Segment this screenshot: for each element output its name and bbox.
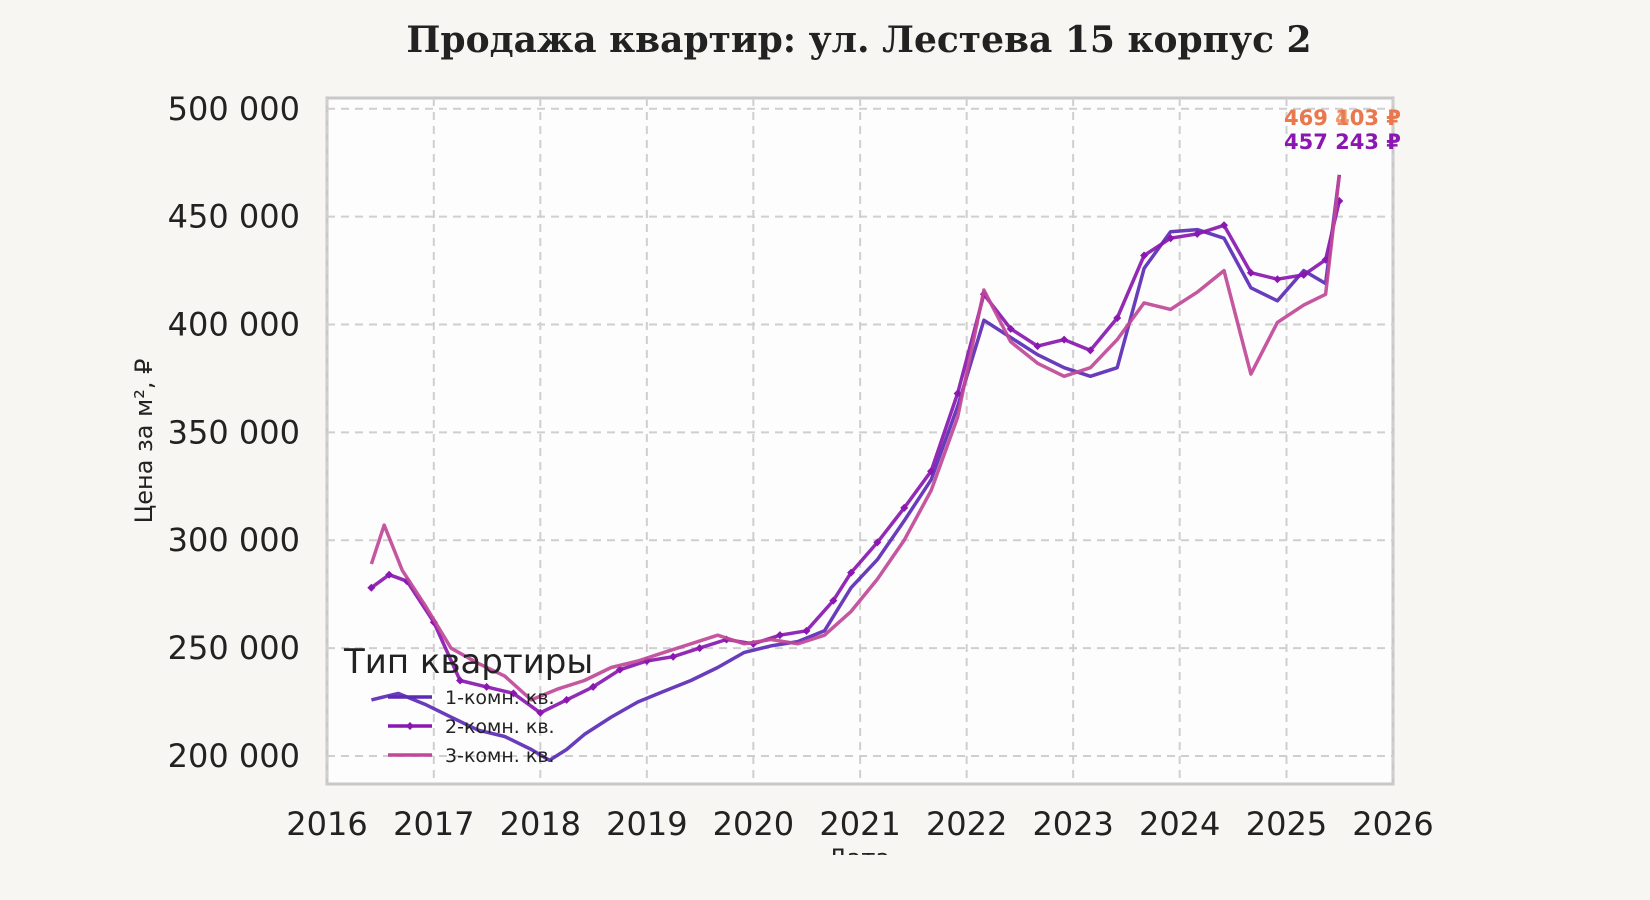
x-tick-label: 2022 [926,805,1007,843]
data-point [829,596,838,605]
series-group [367,174,1344,763]
x-tick-label: 2018 [500,805,581,843]
y-tick-label: 300 000 [168,521,300,559]
data-point [385,570,394,579]
data-point [1086,346,1095,355]
y-axis-label: Цена за м², ₽ [130,359,158,524]
data-point [1246,268,1255,277]
data-point [367,583,376,592]
data-point [1273,275,1282,284]
x-tick-label: 2016 [286,805,367,843]
data-point [1060,335,1069,344]
data-point [953,389,962,398]
legend-entry-label: 1-комн. кв. [445,687,555,709]
x-tick-label: 2023 [1032,805,1113,843]
x-tick-label: 2021 [819,805,900,843]
data-point [562,695,571,704]
legend-entry-label: 2-комн. кв. [445,716,555,738]
y-tick-label: 350 000 [168,413,300,451]
data-point [1193,229,1202,238]
data-point [1299,270,1308,279]
data-point [1140,251,1149,260]
y-tick-label: 200 000 [168,737,300,775]
series-line-3 [369,175,1342,702]
chart-title: Продажа квартир: ул. Лестева 15 корпус 2 [406,19,1311,61]
y-tick-label: 450 000 [168,198,300,236]
x-tick-label: 2026 [1352,805,1433,843]
y-tick-label: 500 000 [168,90,300,128]
legend: Тип квартиры 1-комн. кв. 2-комн. кв. 3-ком… [343,642,593,767]
data-point [1166,234,1175,243]
data-point [1113,314,1122,323]
y-tick-label: 250 000 [168,629,300,667]
data-point [695,644,704,653]
end-value-label: 457 243 ₽ [1284,130,1401,154]
chart-figure: Продажа квартир: ул. Лестева 15 корпус 2… [130,19,1434,855]
data-point [1220,221,1229,230]
legend-marker [406,722,414,730]
data-point [847,568,856,577]
data-point [927,467,936,476]
data-point [1033,342,1042,351]
data-point [1006,324,1015,333]
data-point [615,665,624,674]
data-point [802,626,811,635]
x-tick-labels: 2016 2017 2018 2019 2020 2021 2022 2023 2024 2025… [286,805,1433,843]
chart-canvas: Продажа квартир: ул. Лестева 15 корпус 2… [130,19,1434,855]
x-tick-label: 2017 [393,805,474,843]
data-point [900,503,909,512]
y-tick-labels: 200 000 250 000 300 000 350 000 400 000 450 0… [168,90,300,775]
y-tick-label: 400 000 [168,306,300,344]
end-value-label: 469 103 ₽ [1284,106,1401,130]
data-point [509,689,518,698]
x-tick-label: 2020 [713,805,794,843]
x-tick-label: 2019 [606,805,687,843]
grid-lines [326,98,1394,784]
legend-title: Тип квартиры [343,642,593,682]
data-point [536,708,545,717]
series-line-1 [370,174,1342,763]
data-point [873,538,882,547]
data-point [775,631,784,640]
data-point [589,682,598,691]
end-value-labels: 469 403 ₽469 103 ₽457 243 ₽ [1284,106,1401,154]
x-axis-label: Дата [828,844,890,855]
end-value-label: 469 403 ₽ [1284,106,1401,130]
x-tick-label: 2025 [1246,805,1327,843]
data-point [456,676,465,685]
data-point [669,652,678,661]
data-point [482,682,491,691]
x-tick-label: 2024 [1139,805,1220,843]
legend-entry-label: 3-комн. кв. [445,745,555,767]
